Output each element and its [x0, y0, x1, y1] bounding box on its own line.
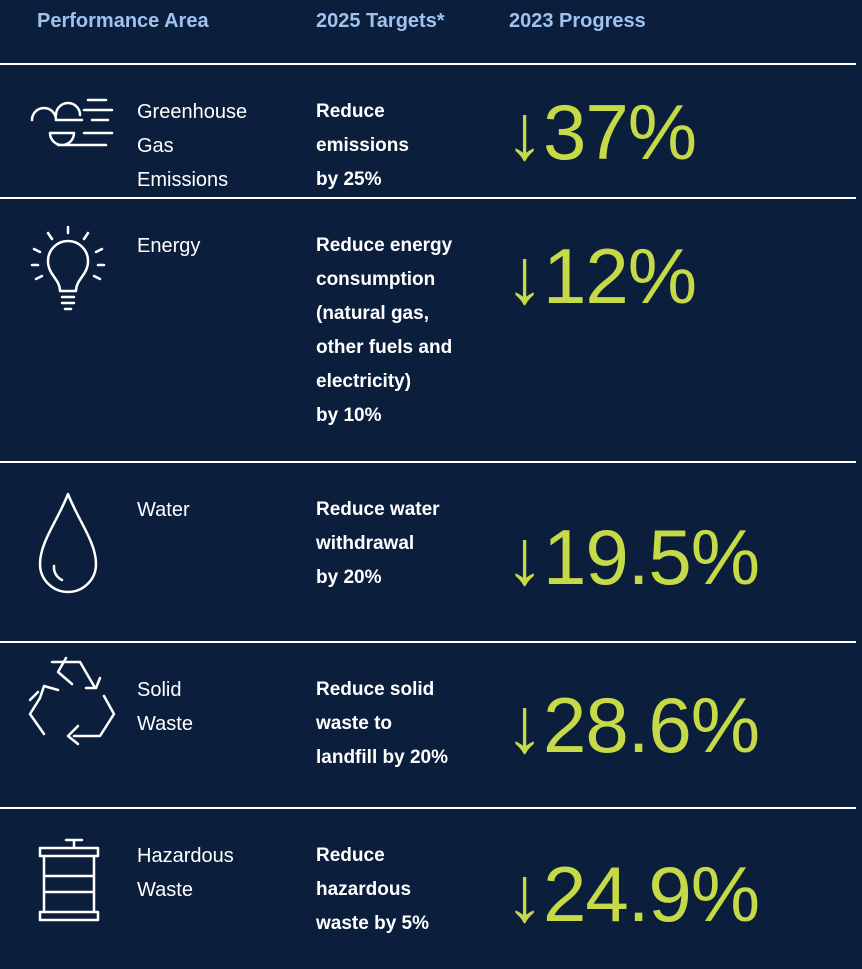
column-header: 2025 Targets* — [316, 10, 445, 32]
area-name: Water — [137, 493, 190, 527]
target-line: withdrawal — [316, 533, 415, 554]
area-line: Water — [137, 499, 190, 521]
divider — [0, 197, 856, 199]
area-line: Waste — [137, 713, 193, 735]
area-name: Energy — [137, 229, 200, 263]
target-line: Reduce — [316, 101, 385, 122]
progress-value: ↓19.5% — [505, 513, 760, 601]
target-line: consumption — [316, 269, 436, 290]
progress-value: ↓28.6% — [505, 681, 760, 769]
area-line: Waste — [137, 879, 193, 901]
area-line: Hazardous — [137, 845, 234, 867]
water-icon — [38, 492, 98, 594]
target-line: other fuels and — [316, 337, 453, 358]
column-header: 2023 Progress — [509, 10, 646, 32]
column-header: Performance Area — [37, 10, 209, 32]
area-line: Emissions — [137, 169, 229, 191]
area-line: Greenhouse — [137, 101, 248, 123]
target-line: emissions — [316, 135, 409, 156]
target-text: Reduce solid waste to landfill by 20% — [316, 673, 448, 775]
divider — [0, 807, 856, 809]
target-line: electricity) — [316, 371, 412, 392]
divider — [0, 63, 856, 65]
energy-icon — [30, 225, 106, 311]
target-line: Reduce energy — [316, 235, 453, 256]
target-line: landfill by 20% — [316, 747, 448, 768]
target-line: by 25% — [316, 169, 382, 190]
target-line: waste to — [316, 713, 393, 734]
target-line: by 20% — [316, 567, 382, 588]
progress-value: ↓24.9% — [505, 850, 760, 938]
recycle-icon — [28, 656, 116, 746]
target-line: waste by 5% — [316, 913, 429, 934]
target-line: Reduce water — [316, 499, 440, 520]
target-line: hazardous — [316, 879, 412, 900]
area-line: Energy — [137, 235, 201, 257]
target-text: Reduce energy consumption (natural gas, oth… — [316, 229, 452, 433]
divider — [0, 641, 856, 643]
area-name: Greenhouse Gas Emissions — [137, 95, 247, 197]
target-text: Reduce water withdrawal by 20% — [316, 493, 440, 595]
drum-icon — [38, 838, 100, 922]
target-line: Reduce — [316, 845, 385, 866]
progress-value: ↓12% — [505, 232, 697, 320]
area-line: Solid — [137, 679, 182, 701]
area-line: Gas — [137, 135, 174, 157]
target-text: Reduce hazardous waste by 5% — [316, 839, 429, 941]
target-line: (natural gas, — [316, 303, 429, 324]
target-line: Reduce solid — [316, 679, 435, 700]
area-name: Solid Waste — [137, 673, 193, 741]
target-text: Reduce emissions by 25% — [316, 95, 409, 197]
divider — [0, 461, 856, 463]
emissions-icon — [30, 98, 114, 147]
area-name: Hazardous Waste — [137, 839, 234, 907]
progress-value: ↓37% — [505, 88, 697, 176]
target-line: by 10% — [316, 405, 382, 426]
